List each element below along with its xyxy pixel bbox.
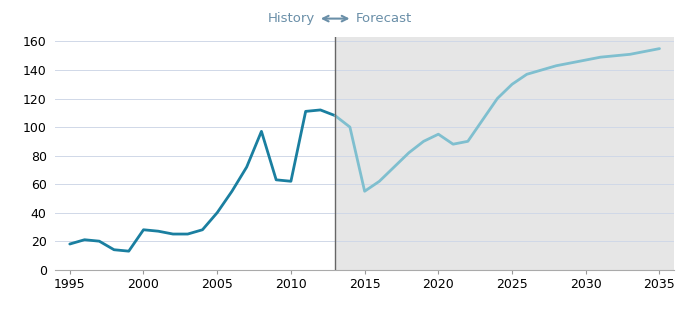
- Bar: [335, 37, 688, 270]
- Text: Forecast: Forecast: [356, 12, 412, 25]
- Text: History: History: [267, 12, 314, 25]
